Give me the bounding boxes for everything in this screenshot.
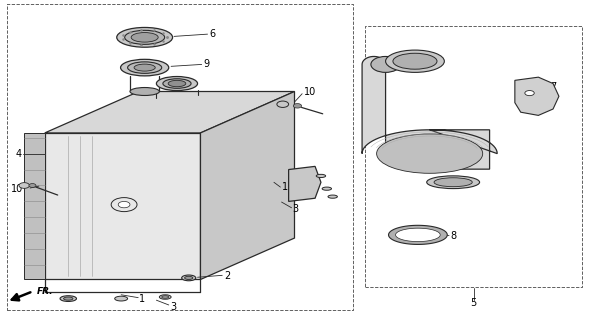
Text: 1: 1 (282, 182, 287, 192)
Ellipse shape (386, 50, 444, 72)
Ellipse shape (157, 76, 197, 91)
Text: 3: 3 (170, 301, 176, 312)
Ellipse shape (328, 195, 337, 198)
Ellipse shape (322, 187, 332, 190)
Ellipse shape (121, 59, 169, 76)
Text: 10: 10 (11, 184, 24, 194)
Ellipse shape (393, 53, 437, 69)
Text: 10: 10 (304, 87, 316, 98)
Ellipse shape (371, 56, 401, 72)
Circle shape (118, 201, 130, 208)
Polygon shape (45, 133, 200, 279)
Circle shape (19, 183, 29, 188)
Circle shape (29, 184, 36, 188)
Ellipse shape (60, 296, 77, 301)
Text: 3: 3 (293, 204, 299, 214)
Text: 7: 7 (550, 82, 557, 92)
Ellipse shape (134, 64, 155, 71)
Circle shape (277, 101, 289, 108)
Polygon shape (200, 92, 294, 279)
Ellipse shape (184, 276, 193, 279)
Ellipse shape (125, 30, 165, 44)
Ellipse shape (160, 295, 171, 299)
Polygon shape (515, 77, 559, 116)
Ellipse shape (131, 33, 158, 42)
Ellipse shape (115, 296, 128, 301)
Text: 1: 1 (140, 293, 145, 304)
Text: 4: 4 (15, 148, 22, 159)
Ellipse shape (376, 134, 482, 173)
Ellipse shape (128, 62, 162, 73)
Ellipse shape (168, 80, 186, 87)
Circle shape (293, 104, 302, 108)
Polygon shape (24, 133, 45, 279)
Ellipse shape (181, 275, 196, 281)
Polygon shape (45, 92, 294, 133)
Polygon shape (289, 166, 321, 201)
Ellipse shape (117, 28, 173, 47)
Ellipse shape (130, 87, 160, 95)
Polygon shape (389, 225, 447, 244)
Circle shape (525, 91, 534, 96)
Circle shape (111, 197, 137, 212)
Text: 2: 2 (224, 271, 230, 281)
Ellipse shape (316, 174, 326, 178)
Text: 5: 5 (471, 298, 477, 308)
Ellipse shape (426, 176, 479, 188)
Polygon shape (362, 56, 497, 169)
Text: 8: 8 (450, 231, 456, 242)
Ellipse shape (434, 178, 472, 187)
Text: 6: 6 (209, 29, 216, 39)
Ellipse shape (162, 296, 169, 298)
Text: 9: 9 (203, 60, 210, 69)
Ellipse shape (64, 297, 73, 300)
Text: FR.: FR. (37, 287, 53, 296)
Ellipse shape (163, 79, 191, 88)
Polygon shape (396, 228, 440, 242)
